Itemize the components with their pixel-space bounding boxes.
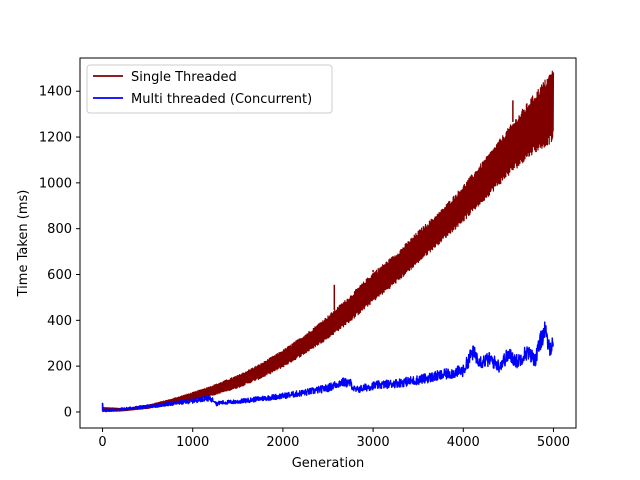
legend-box <box>86 64 333 114</box>
y-axis-label: Time Taken (ms) <box>16 190 31 298</box>
y-tick-label: 600 <box>47 268 72 283</box>
x-tick-label: 2000 <box>266 435 299 450</box>
legend-label-single-threaded: Single Threaded <box>131 70 237 85</box>
y-tick-label: 800 <box>47 222 72 237</box>
plot-frame <box>79 57 577 429</box>
y-tick-label: 1000 <box>39 176 72 191</box>
x-axis: 0 1000 2000 3000 4000 5000 <box>98 428 570 450</box>
y-tick-label: 400 <box>47 314 72 329</box>
y-tick-label: 0 <box>64 405 72 420</box>
y-axis: 0 200 400 600 800 1000 1200 1400 <box>39 85 80 420</box>
y-tick-label: 1200 <box>39 131 72 146</box>
x-tick-label: 4000 <box>447 435 480 450</box>
series-layer <box>101 70 555 413</box>
x-tick-label: 3000 <box>357 435 390 450</box>
x-axis-label: Generation <box>292 456 365 471</box>
legend-label-multi-threaded: Multi threaded (Concurrent) <box>131 92 312 107</box>
y-tick-label: 200 <box>47 360 72 375</box>
y-tick-label: 1400 <box>39 85 72 100</box>
x-tick-label: 1000 <box>176 435 209 450</box>
legend: Single Threaded Multi threaded (Concurre… <box>86 64 333 114</box>
series-line-multi-threaded <box>101 321 555 412</box>
x-tick-label: 5000 <box>537 435 570 450</box>
x-tick-label: 0 <box>98 435 106 450</box>
